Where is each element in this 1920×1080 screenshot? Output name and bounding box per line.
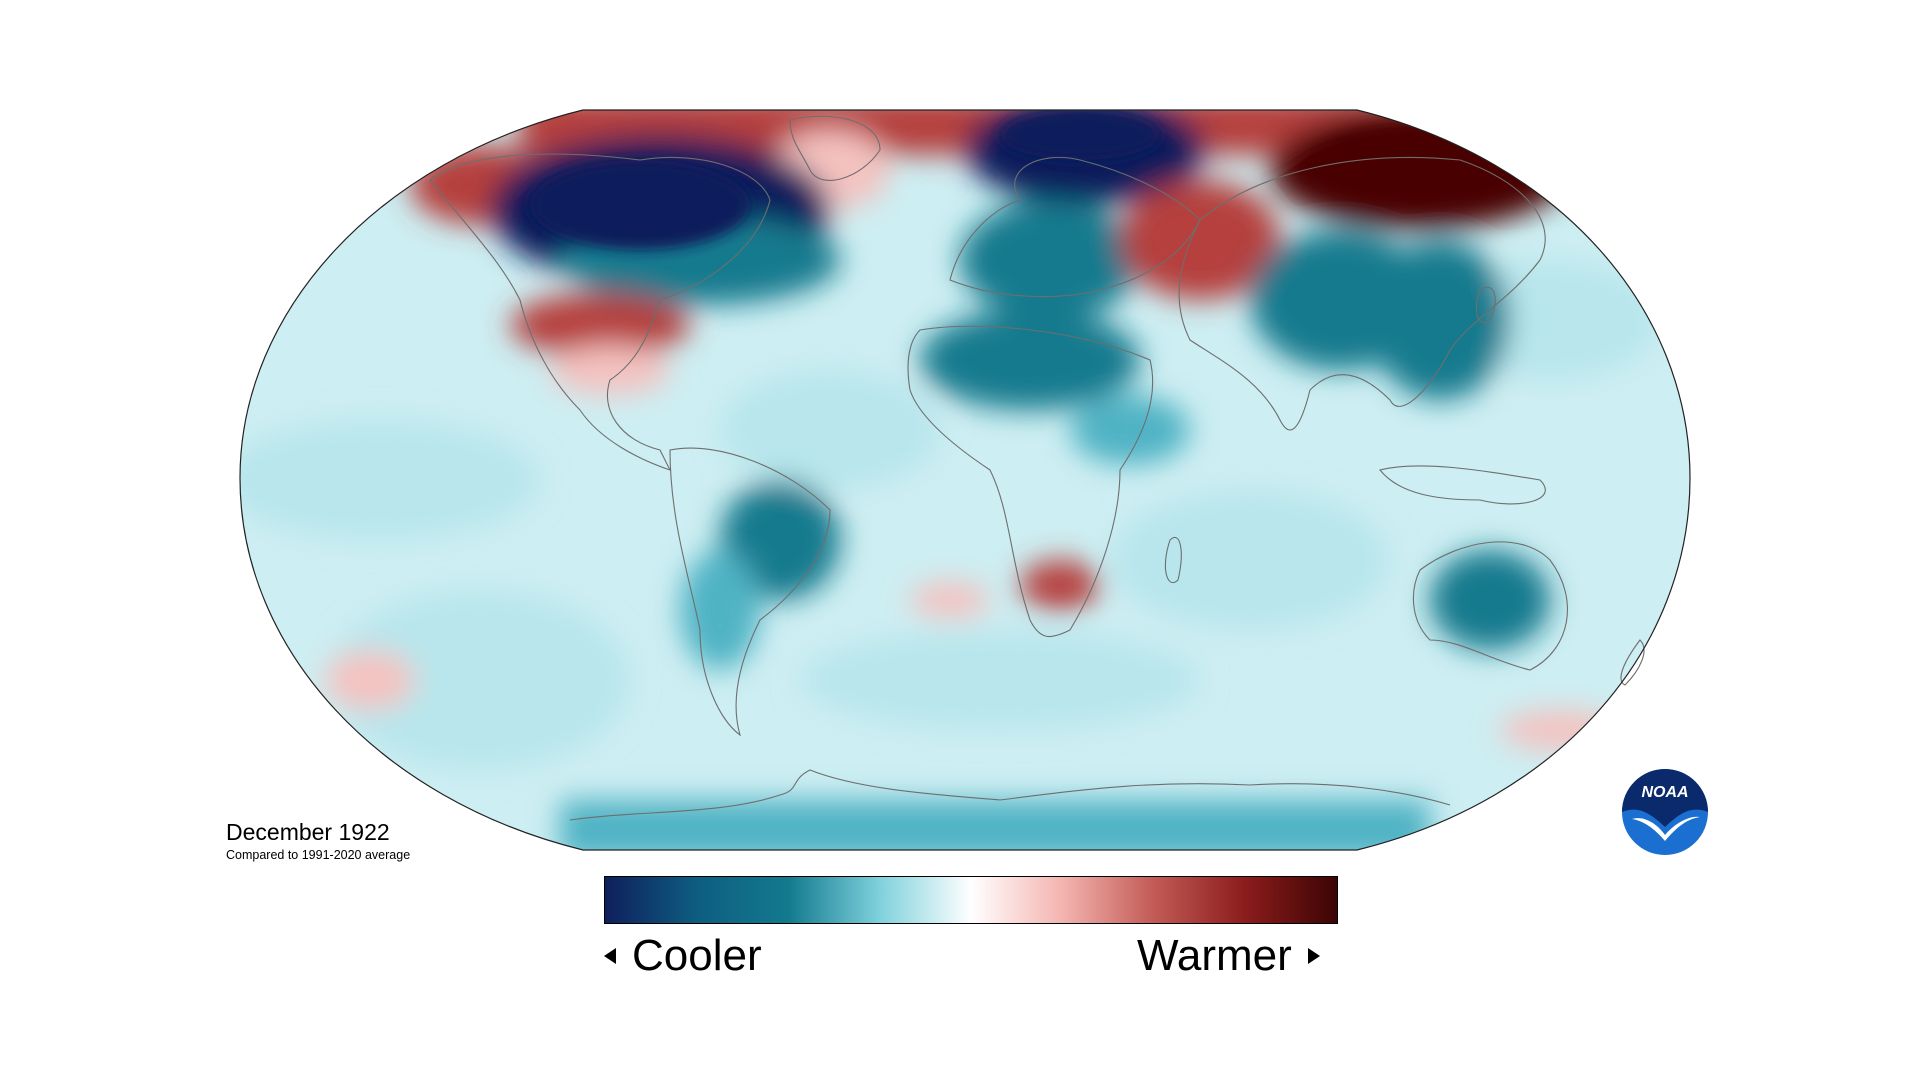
map-subtitle: Compared to 1991-2020 average xyxy=(226,848,411,862)
anomaly-southern-ocean-warm xyxy=(1500,710,1620,750)
anomaly-pacific-band xyxy=(240,420,540,540)
anomaly-southern-africa-warm xyxy=(1020,560,1100,610)
anomaly-south-pacific xyxy=(330,590,630,770)
coast-southeast-asia-islands xyxy=(1379,465,1546,505)
coast-australia xyxy=(1412,541,1568,671)
anomaly-mexico-warm xyxy=(550,345,670,395)
anomaly-siberia-core xyxy=(1310,125,1530,195)
anomaly-scandinavia-core xyxy=(1000,110,1160,160)
coast-asia xyxy=(1178,156,1546,431)
legend-warm: Warmer xyxy=(1137,930,1320,982)
legend-cool-label: Cooler xyxy=(632,931,762,980)
arrow-left-icon xyxy=(604,948,616,964)
coast-south-america xyxy=(669,447,831,737)
coast-greenland xyxy=(789,115,881,181)
arrow-right-icon xyxy=(1307,948,1320,964)
anomaly-china-cool xyxy=(1370,240,1510,400)
anomaly-southern-ocean xyxy=(800,630,1200,730)
legend-cool: Cooler xyxy=(604,930,762,982)
anomaly-us-warm xyxy=(510,293,690,357)
color-scale-bar xyxy=(604,876,1338,924)
coast-japan xyxy=(1475,287,1496,323)
anomaly-south-pacific-warm xyxy=(325,650,415,710)
logo-text: NOAA xyxy=(1641,784,1688,801)
noaa-logo-icon: NOAA xyxy=(1622,769,1708,855)
anomaly-north-africa-cool xyxy=(920,310,1140,410)
legend-warm-label: Warmer xyxy=(1137,931,1292,980)
coast-antarctica xyxy=(569,769,1451,821)
coast-africa xyxy=(907,325,1154,638)
anomaly-atlantic xyxy=(720,370,940,490)
coastlines xyxy=(429,115,1645,821)
anomaly-field xyxy=(240,110,1690,850)
map-title: December 1922 xyxy=(226,819,390,845)
coast-madagascar xyxy=(1164,537,1182,583)
coast-europe xyxy=(949,156,1201,298)
coast-new-zealand xyxy=(1620,639,1645,686)
anomaly-indian-ocean xyxy=(1110,490,1390,630)
anomaly-east-europe-warm xyxy=(1120,180,1280,300)
anomaly-blobs xyxy=(240,110,1660,850)
anomaly-europe-cool xyxy=(960,200,1140,320)
anomaly-south-atlantic-warm xyxy=(910,582,990,618)
coast-north-america xyxy=(429,153,771,471)
anomaly-brazil-cool xyxy=(720,480,840,600)
anomaly-antarctica-cool xyxy=(560,800,1430,850)
anomaly-argentina-cool xyxy=(680,550,760,670)
anomaly-canada-core xyxy=(530,160,750,250)
anomaly-middle-east-cool xyxy=(1070,395,1190,465)
anomaly-australia-cool xyxy=(1430,550,1550,650)
